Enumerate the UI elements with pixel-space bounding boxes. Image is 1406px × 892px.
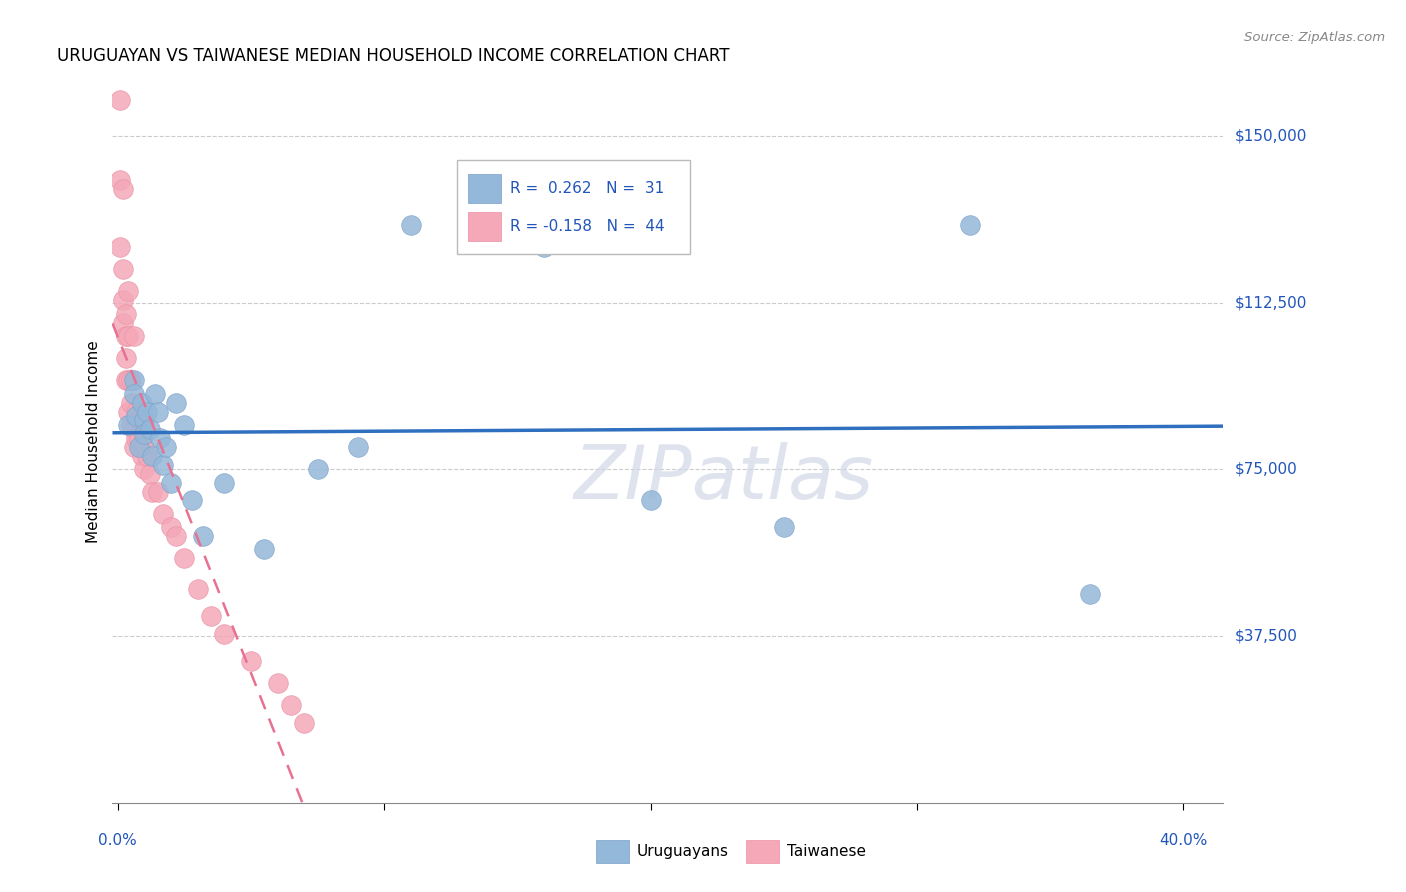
Text: URUGUAYAN VS TAIWANESE MEDIAN HOUSEHOLD INCOME CORRELATION CHART: URUGUAYAN VS TAIWANESE MEDIAN HOUSEHOLD … bbox=[56, 47, 730, 65]
Point bbox=[640, 493, 662, 508]
Point bbox=[533, 240, 555, 254]
Text: $150,000: $150,000 bbox=[1234, 128, 1306, 144]
Point bbox=[152, 507, 174, 521]
Text: Uruguayans: Uruguayans bbox=[637, 844, 728, 859]
FancyBboxPatch shape bbox=[596, 839, 628, 863]
Text: 0.0%: 0.0% bbox=[98, 833, 138, 848]
Point bbox=[125, 431, 148, 445]
Y-axis label: Median Household Income: Median Household Income bbox=[86, 340, 101, 543]
Text: 40.0%: 40.0% bbox=[1159, 833, 1208, 848]
Point bbox=[143, 386, 166, 401]
Point bbox=[141, 449, 163, 463]
Point bbox=[155, 440, 177, 454]
Point bbox=[120, 373, 142, 387]
Text: Source: ZipAtlas.com: Source: ZipAtlas.com bbox=[1244, 31, 1385, 45]
Point bbox=[114, 307, 136, 321]
Point bbox=[149, 431, 172, 445]
Point bbox=[214, 627, 236, 641]
Point bbox=[117, 329, 139, 343]
Point bbox=[240, 653, 263, 667]
Point bbox=[128, 431, 150, 445]
Point bbox=[173, 551, 195, 566]
Text: R = -0.158   N =  44: R = -0.158 N = 44 bbox=[510, 219, 665, 234]
Point bbox=[125, 409, 148, 423]
Point bbox=[112, 182, 135, 196]
Point bbox=[160, 475, 183, 490]
Point bbox=[772, 520, 794, 534]
Point bbox=[280, 698, 302, 712]
Point bbox=[122, 373, 145, 387]
Point bbox=[253, 542, 276, 557]
Point bbox=[117, 285, 139, 299]
Point bbox=[266, 675, 288, 690]
Point bbox=[139, 467, 162, 481]
Point bbox=[165, 529, 187, 543]
Point bbox=[134, 462, 156, 476]
Point bbox=[187, 582, 209, 597]
Point bbox=[346, 440, 368, 454]
Point bbox=[110, 240, 132, 254]
Point bbox=[173, 417, 195, 432]
Point bbox=[120, 417, 142, 432]
Point bbox=[152, 458, 174, 472]
Point bbox=[131, 449, 153, 463]
Point bbox=[1078, 587, 1101, 601]
Point bbox=[160, 520, 183, 534]
Point bbox=[134, 413, 156, 427]
Point bbox=[122, 329, 145, 343]
Point bbox=[307, 462, 329, 476]
Text: Taiwanese: Taiwanese bbox=[787, 844, 866, 859]
Point bbox=[114, 329, 136, 343]
Point bbox=[131, 395, 153, 409]
Point bbox=[136, 404, 159, 418]
FancyBboxPatch shape bbox=[468, 174, 501, 203]
Point bbox=[134, 440, 156, 454]
Point bbox=[134, 426, 156, 441]
Text: $75,000: $75,000 bbox=[1234, 462, 1298, 477]
Point bbox=[128, 440, 150, 454]
Point bbox=[122, 422, 145, 436]
Point bbox=[117, 373, 139, 387]
Point bbox=[136, 449, 159, 463]
FancyBboxPatch shape bbox=[457, 160, 690, 253]
Point bbox=[110, 93, 132, 107]
Point bbox=[131, 440, 153, 454]
Point bbox=[117, 404, 139, 418]
Point bbox=[117, 417, 139, 432]
Point bbox=[120, 395, 142, 409]
Point bbox=[112, 262, 135, 277]
Point bbox=[292, 715, 315, 730]
Point bbox=[114, 373, 136, 387]
Text: $112,500: $112,500 bbox=[1234, 295, 1306, 310]
FancyBboxPatch shape bbox=[468, 211, 501, 241]
Point bbox=[165, 395, 187, 409]
Text: ZIPatlas: ZIPatlas bbox=[574, 442, 873, 514]
Point bbox=[200, 609, 222, 624]
Point bbox=[110, 173, 132, 187]
Point bbox=[112, 293, 135, 308]
FancyBboxPatch shape bbox=[745, 839, 779, 863]
Point bbox=[181, 493, 204, 508]
Point bbox=[112, 316, 135, 330]
Point bbox=[146, 484, 169, 499]
Point bbox=[191, 529, 214, 543]
Point bbox=[214, 475, 236, 490]
Point bbox=[114, 351, 136, 366]
Point bbox=[125, 404, 148, 418]
Point bbox=[959, 218, 981, 232]
Point bbox=[139, 422, 162, 436]
Text: $37,500: $37,500 bbox=[1234, 629, 1298, 643]
Point bbox=[128, 413, 150, 427]
Point bbox=[122, 386, 145, 401]
Point bbox=[399, 218, 422, 232]
Point bbox=[146, 404, 169, 418]
Point bbox=[122, 440, 145, 454]
Text: R =  0.262   N =  31: R = 0.262 N = 31 bbox=[510, 181, 665, 196]
Point bbox=[141, 484, 163, 499]
